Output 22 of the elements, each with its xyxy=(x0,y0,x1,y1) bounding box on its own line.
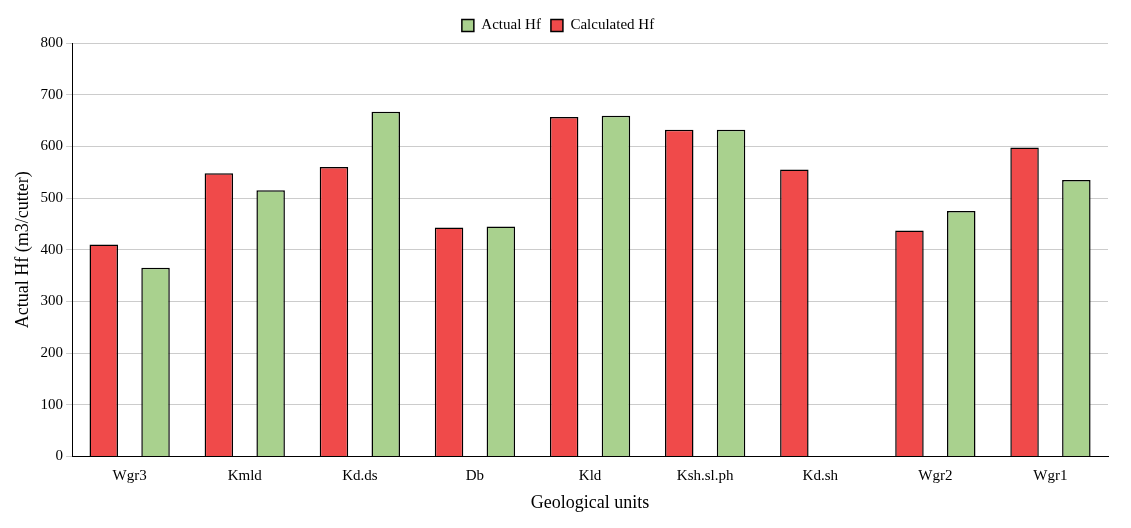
y-axis-title: Actual Hf (m3/cutter) xyxy=(11,171,33,329)
y-tick-label: 700 xyxy=(40,85,64,102)
x-tick-label: Wgr1 xyxy=(1033,467,1068,484)
y-tick-label: 500 xyxy=(40,188,64,205)
y-tick-label: 0 xyxy=(55,447,64,464)
x-tick-label: Wgr2 xyxy=(918,467,953,484)
x-tick-label: Ksh.sl.ph xyxy=(676,467,734,484)
y-tick-label: 800 xyxy=(40,33,64,50)
y-tick-label: 300 xyxy=(40,292,64,309)
legend-label: Actual Hf xyxy=(481,16,541,33)
x-tick-label: Wgr3 xyxy=(112,467,147,484)
x-tick-label: Kmld xyxy=(227,467,263,484)
x-tick-label: Kd.ds xyxy=(342,467,378,484)
y-tick-label: 100 xyxy=(40,395,64,412)
y-tick-label: 600 xyxy=(40,137,64,154)
x-axis-title: Geological units xyxy=(530,491,650,512)
x-tick-label: Kd.sh xyxy=(802,467,839,484)
x-tick-label: Kld xyxy=(578,467,602,484)
legend-label: Calculated Hf xyxy=(570,16,655,33)
y-tick-label: 200 xyxy=(40,343,64,360)
y-tick-label: 400 xyxy=(40,240,64,257)
x-tick-label: Db xyxy=(465,467,485,484)
